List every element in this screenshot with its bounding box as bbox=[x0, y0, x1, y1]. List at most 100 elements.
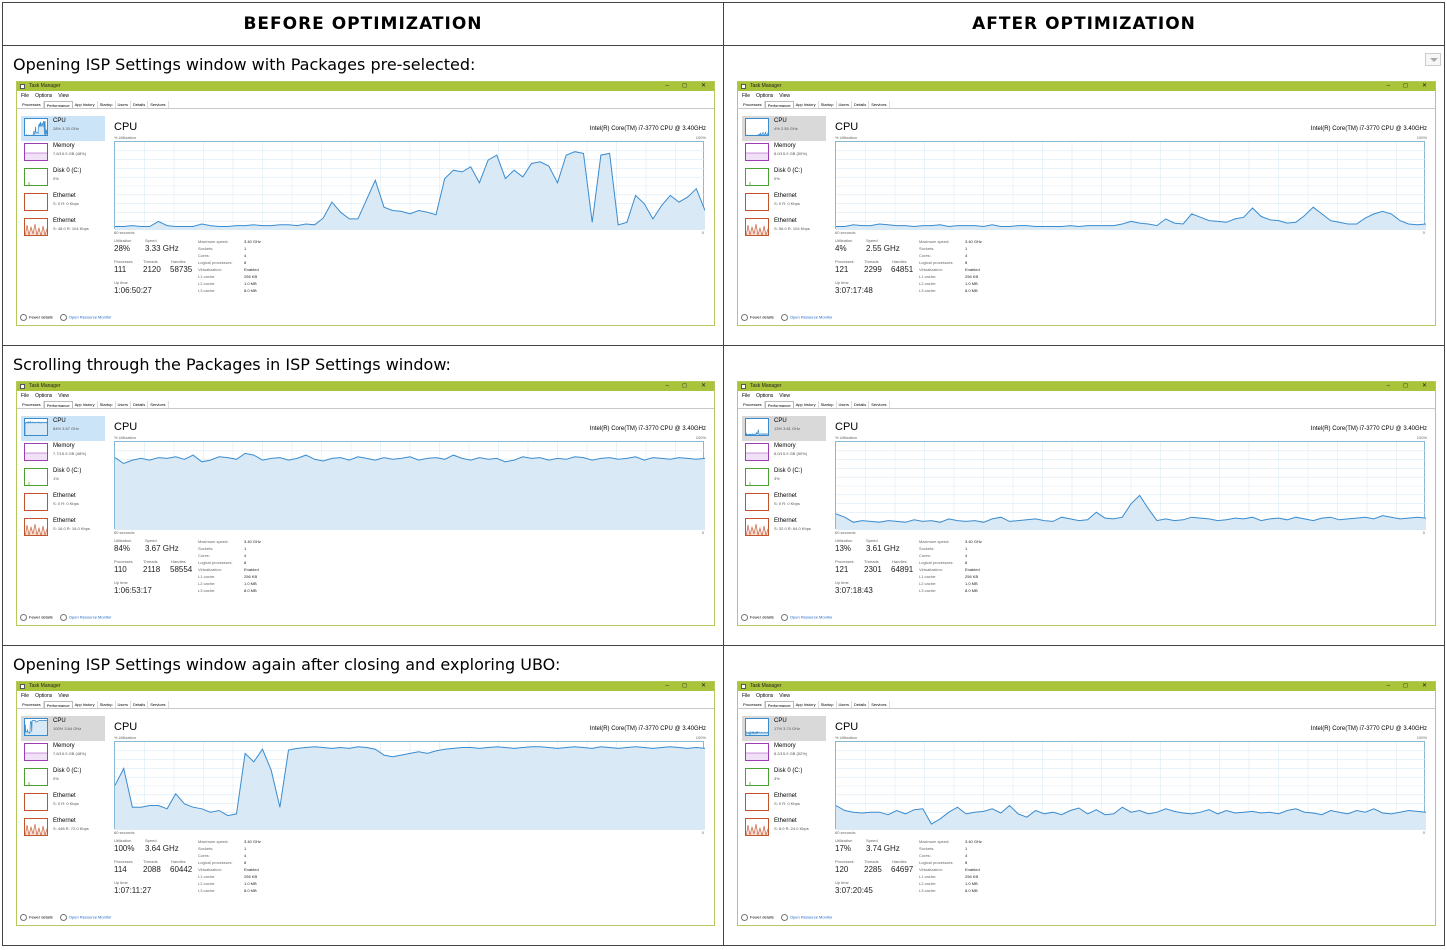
maximize-button[interactable]: ◻ bbox=[682, 383, 687, 389]
menu-options[interactable]: Options bbox=[756, 93, 774, 99]
minimize-button[interactable]: – bbox=[665, 83, 669, 89]
sidebar-item-disk[interactable]: Disk 0 (C:) 3% bbox=[742, 466, 826, 491]
tab-services[interactable]: Services bbox=[148, 101, 169, 108]
open-resource-monitor-link[interactable]: Open Resource Monitor bbox=[789, 314, 833, 320]
minimize-button[interactable]: – bbox=[1386, 683, 1390, 689]
minimize-button[interactable]: – bbox=[1386, 383, 1390, 389]
sidebar-item-ethernet-1[interactable]: Ethernet S: 0 R: 0 Kbps bbox=[742, 191, 826, 216]
tab-users[interactable]: Users bbox=[837, 101, 852, 108]
close-button[interactable]: ✕ bbox=[700, 83, 706, 89]
menu-file[interactable]: File bbox=[21, 393, 30, 399]
close-button[interactable]: ✕ bbox=[1421, 683, 1427, 689]
tab-performance[interactable]: Performance bbox=[43, 401, 73, 408]
sidebar-item-ethernet-2[interactable]: Ethernet S: 8.0 R: 24.0 Kbps bbox=[742, 816, 826, 841]
sidebar-item-cpu[interactable]: CPU 17% 3.74 GHz bbox=[742, 716, 826, 741]
tab-startup[interactable]: Startup bbox=[819, 101, 837, 108]
sidebar-item-cpu[interactable]: CPU 84% 3.67 GHz bbox=[21, 416, 105, 441]
tab-users[interactable]: Users bbox=[837, 701, 852, 708]
tab-performance[interactable]: Performance bbox=[764, 701, 794, 708]
menu-file[interactable]: File bbox=[21, 93, 30, 99]
sidebar-item-ethernet-2[interactable]: Ethernet S: 32.0 R: 64.0 Kbps bbox=[742, 516, 826, 541]
chevron-up-icon[interactable] bbox=[20, 314, 27, 321]
minimize-button[interactable]: – bbox=[665, 383, 669, 389]
close-button[interactable]: ✕ bbox=[700, 383, 706, 389]
open-resource-monitor-link[interactable]: Open Resource Monitor bbox=[68, 314, 112, 320]
tab-details[interactable]: Details bbox=[852, 401, 870, 408]
sidebar-item-disk[interactable]: Disk 0 (C:) 1% bbox=[21, 466, 105, 491]
tab-performance[interactable]: Performance bbox=[43, 701, 73, 708]
tab-app-history[interactable]: App history bbox=[73, 101, 98, 108]
menu-view[interactable]: View bbox=[779, 693, 791, 699]
chevron-up-icon[interactable] bbox=[741, 314, 748, 321]
tab-users[interactable]: Users bbox=[116, 701, 131, 708]
open-resource-monitor-link[interactable]: Open Resource Monitor bbox=[68, 914, 112, 920]
tab-startup[interactable]: Startup bbox=[819, 401, 837, 408]
tab-processes[interactable]: Processes bbox=[20, 701, 44, 708]
sidebar-item-ethernet-1[interactable]: Ethernet S: 0 R: 0 Kbps bbox=[21, 191, 105, 216]
minimize-button[interactable]: – bbox=[665, 683, 669, 689]
sidebar-item-disk[interactable]: Disk 0 (C:) 0% bbox=[21, 766, 105, 791]
chevron-up-icon[interactable] bbox=[741, 914, 748, 921]
tab-startup[interactable]: Startup bbox=[819, 701, 837, 708]
tab-services[interactable]: Services bbox=[148, 401, 169, 408]
tab-details[interactable]: Details bbox=[852, 101, 870, 108]
open-resource-monitor-link[interactable]: Open Resource Monitor bbox=[68, 614, 112, 620]
maximize-button[interactable]: ◻ bbox=[682, 83, 687, 89]
maximize-button[interactable]: ◻ bbox=[682, 683, 687, 689]
menu-view[interactable]: View bbox=[58, 393, 70, 399]
maximize-button[interactable]: ◻ bbox=[1403, 683, 1408, 689]
fewer-details-link[interactable]: Fewer details bbox=[750, 914, 774, 920]
tab-app-history[interactable]: App history bbox=[73, 401, 98, 408]
tab-services[interactable]: Services bbox=[869, 101, 890, 108]
tab-details[interactable]: Details bbox=[852, 701, 870, 708]
fewer-details-link[interactable]: Fewer details bbox=[29, 914, 53, 920]
sidebar-item-cpu[interactable]: CPU 28% 3.33 GHz bbox=[21, 116, 105, 141]
menu-view[interactable]: View bbox=[779, 393, 791, 399]
menu-options[interactable]: Options bbox=[756, 393, 774, 399]
sidebar-item-memory[interactable]: Memory 8.0/15.9 GB (50%) bbox=[742, 441, 826, 466]
close-button[interactable]: ✕ bbox=[1421, 83, 1427, 89]
menu-view[interactable]: View bbox=[58, 693, 70, 699]
sidebar-item-cpu[interactable]: CPU 13% 3.61 GHz bbox=[742, 416, 826, 441]
tab-processes[interactable]: Processes bbox=[741, 701, 765, 708]
chevron-up-icon[interactable] bbox=[741, 614, 748, 621]
sidebar-item-ethernet-1[interactable]: Ethernet S: 0 R: 0 Kbps bbox=[742, 491, 826, 516]
sidebar-item-cpu[interactable]: CPU 100% 3.64 GHz bbox=[21, 716, 105, 741]
sidebar-item-memory[interactable]: Memory 8.0/15.9 GB (50%) bbox=[742, 141, 826, 166]
tab-processes[interactable]: Processes bbox=[741, 101, 765, 108]
fewer-details-link[interactable]: Fewer details bbox=[29, 614, 53, 620]
menu-options[interactable]: Options bbox=[35, 393, 53, 399]
menu-view[interactable]: View bbox=[58, 93, 70, 99]
tab-details[interactable]: Details bbox=[131, 101, 149, 108]
sidebar-item-ethernet-2[interactable]: Ethernet S: 16.0 R: 16.0 Kbps bbox=[21, 516, 105, 541]
menu-view[interactable]: View bbox=[779, 93, 791, 99]
tab-app-history[interactable]: App history bbox=[794, 401, 819, 408]
chevron-up-icon[interactable] bbox=[20, 914, 27, 921]
chevron-up-icon[interactable] bbox=[20, 614, 27, 621]
sidebar-item-ethernet-2[interactable]: Ethernet S: 48.0 R: 104 Kbps bbox=[21, 216, 105, 241]
sidebar-item-memory[interactable]: Memory 8.2/15.9 GB (52%) bbox=[742, 741, 826, 766]
tab-performance[interactable]: Performance bbox=[43, 101, 73, 108]
fewer-details-link[interactable]: Fewer details bbox=[29, 314, 53, 320]
sidebar-item-ethernet-2[interactable]: Ethernet S: 448 R: 72.0 Kbps bbox=[21, 816, 105, 841]
tab-startup[interactable]: Startup bbox=[98, 701, 116, 708]
minimize-button[interactable]: – bbox=[1386, 83, 1390, 89]
tab-performance[interactable]: Performance bbox=[764, 101, 794, 108]
tab-app-history[interactable]: App history bbox=[794, 101, 819, 108]
menu-options[interactable]: Options bbox=[756, 693, 774, 699]
close-button[interactable]: ✕ bbox=[1421, 383, 1427, 389]
open-resource-monitor-link[interactable]: Open Resource Monitor bbox=[789, 914, 833, 920]
menu-file[interactable]: File bbox=[742, 393, 751, 399]
tab-processes[interactable]: Processes bbox=[20, 101, 44, 108]
fewer-details-link[interactable]: Fewer details bbox=[750, 314, 774, 320]
tab-users[interactable]: Users bbox=[116, 401, 131, 408]
tab-details[interactable]: Details bbox=[131, 701, 149, 708]
sidebar-item-ethernet-2[interactable]: Ethernet S: 56.0 R: 104 Kbps bbox=[742, 216, 826, 241]
sidebar-item-ethernet-1[interactable]: Ethernet S: 0 R: 0 Kbps bbox=[742, 791, 826, 816]
tab-startup[interactable]: Startup bbox=[98, 101, 116, 108]
fewer-details-link[interactable]: Fewer details bbox=[750, 614, 774, 620]
sidebar-item-memory[interactable]: Memory 7.6/15.9 GB (48%) bbox=[21, 741, 105, 766]
menu-file[interactable]: File bbox=[742, 693, 751, 699]
tab-details[interactable]: Details bbox=[131, 401, 149, 408]
sidebar-item-disk[interactable]: Disk 0 (C:) 3% bbox=[742, 766, 826, 791]
